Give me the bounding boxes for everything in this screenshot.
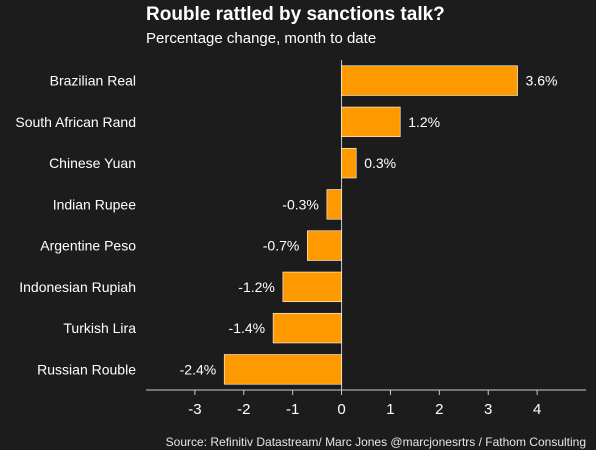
data-label: -0.3% (282, 196, 319, 212)
bar (326, 189, 342, 220)
x-tick-label: 1 (386, 401, 394, 418)
category-label: Russian Rouble (37, 361, 136, 377)
category-label: Argentine Peso (40, 238, 136, 254)
chart-title: Rouble rattled by sanctions talk? (146, 4, 445, 25)
data-label: -2.4% (180, 361, 217, 377)
bar (307, 230, 342, 261)
data-label: 3.6% (526, 73, 558, 89)
data-label: -0.7% (263, 238, 300, 254)
x-tick-label: -1 (286, 401, 299, 418)
x-tick-label: 3 (484, 401, 492, 418)
category-label: Turkish Lira (63, 320, 136, 336)
category-label: Indonesian Rupiah (19, 279, 136, 295)
bar (341, 147, 357, 179)
bar (341, 65, 518, 96)
bar (272, 312, 342, 344)
x-tick-label: 2 (435, 401, 443, 418)
category-label: Brazilian Real (50, 73, 136, 89)
data-label: -1.4% (229, 320, 266, 336)
data-label: 0.3% (364, 155, 396, 171)
category-label: South African Rand (15, 114, 136, 130)
x-tick-label: 0 (337, 401, 345, 418)
category-label: Indian Rupee (53, 196, 137, 212)
bar (223, 354, 342, 385)
category-label: Chinese Yuan (49, 155, 136, 171)
source-note: Source: Refinitiv Datastream/ Marc Jones… (165, 435, 586, 449)
data-label: -1.2% (238, 279, 275, 295)
bar (341, 106, 401, 138)
x-tick-label: -2 (237, 401, 250, 418)
chart-subtitle: Percentage change, month to date (146, 30, 377, 47)
x-tick-label: 4 (533, 401, 541, 418)
x-tick-label: -3 (188, 401, 201, 418)
data-label: 1.2% (408, 114, 440, 130)
bar (282, 271, 342, 303)
